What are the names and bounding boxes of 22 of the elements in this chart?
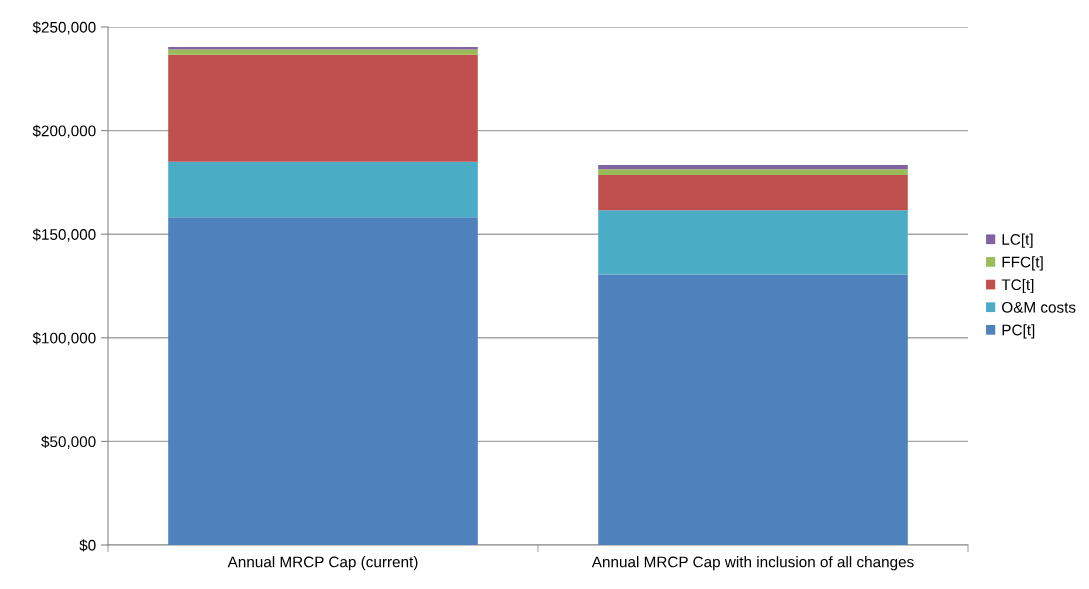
y-tick-label: $50,000 [41,435,96,449]
x-tick-label: Annual MRCP Cap (current) [227,556,418,571]
bar [168,54,478,162]
x-tick-label: Annual MRCP Cap with inclusion of all changes [591,556,914,571]
bar [598,274,908,545]
y-tick-label: $100,000 [32,332,96,346]
bar [168,161,478,218]
bar [168,217,478,545]
legend-label: O&M costs [1002,301,1076,313]
bar [598,165,908,170]
bar [598,174,908,211]
bar [598,210,908,275]
legend-label: PC[t] [1002,324,1035,339]
y-tick-label: $150,000 [32,228,96,242]
legend-label: LC[t] [1002,233,1033,248]
bar [598,169,908,175]
legend-label: FFC[t] [1002,256,1043,271]
bar [168,49,478,55]
y-tick-label: $200,000 [32,124,96,139]
legend-label: TC[t] [1001,278,1034,294]
y-tick-label: $0 [79,539,96,552]
y-tick-label: $250,000 [32,21,96,35]
